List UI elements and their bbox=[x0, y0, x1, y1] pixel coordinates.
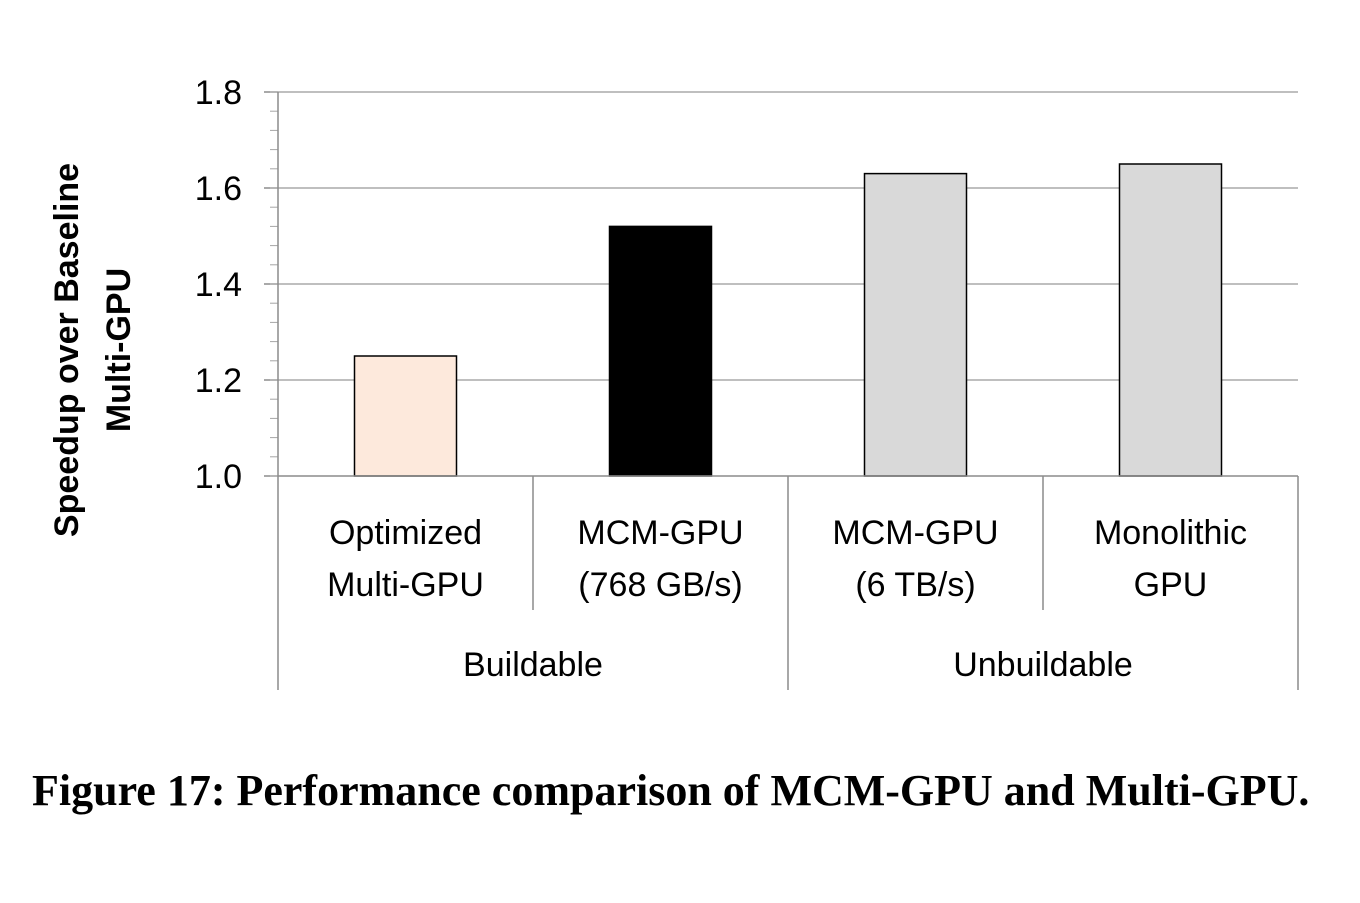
group-label: Buildable bbox=[463, 646, 603, 684]
x-category-label-line2: Multi-GPU bbox=[327, 566, 484, 604]
x-category-label-line1: Optimized bbox=[329, 514, 482, 552]
group-labels: Buildable Unbuildable bbox=[463, 646, 1133, 684]
y-tick-label: 1.8 bbox=[195, 74, 242, 112]
figure-caption: Figure 17: Performance comparison of MCM… bbox=[32, 766, 1310, 815]
bar-chart: 1.0 1.2 1.4 1.6 1.8 Optimized Multi-GPU MCM-GP… bbox=[48, 74, 1299, 690]
x-category-label-line1: MCM-GPU bbox=[832, 514, 998, 552]
x-category-label-line2: (6 TB/s) bbox=[855, 566, 975, 604]
y-tick-label: 1.6 bbox=[195, 170, 242, 208]
x-category-label-line2: (768 GB/s) bbox=[578, 566, 742, 604]
y-tick-labels: 1.0 1.2 1.4 1.6 1.8 bbox=[195, 74, 242, 496]
bar bbox=[1118, 163, 1223, 477]
x-category-label-line2: GPU bbox=[1134, 566, 1208, 604]
y-axis-title-line1: Speedup over Baseline bbox=[48, 163, 86, 537]
y-tick-label: 1.2 bbox=[195, 362, 242, 400]
x-category-label-line1: Monolithic bbox=[1094, 514, 1247, 552]
bars bbox=[353, 163, 1223, 477]
axes bbox=[264, 91, 1299, 690]
group-label: Unbuildable bbox=[953, 646, 1133, 684]
bar bbox=[353, 355, 458, 477]
bar bbox=[863, 172, 968, 477]
y-axis-title: Speedup over Baseline Multi-GPU bbox=[48, 163, 138, 537]
y-tick-label: 1.0 bbox=[195, 458, 242, 496]
x-category-label-line1: MCM-GPU bbox=[577, 514, 743, 552]
y-axis-title-line2: Multi-GPU bbox=[100, 268, 138, 432]
x-category-labels: Optimized Multi-GPU MCM-GPU (768 GB/s) MCM-G… bbox=[327, 514, 1247, 604]
y-tick-label: 1.4 bbox=[195, 266, 242, 304]
bar bbox=[608, 225, 713, 477]
